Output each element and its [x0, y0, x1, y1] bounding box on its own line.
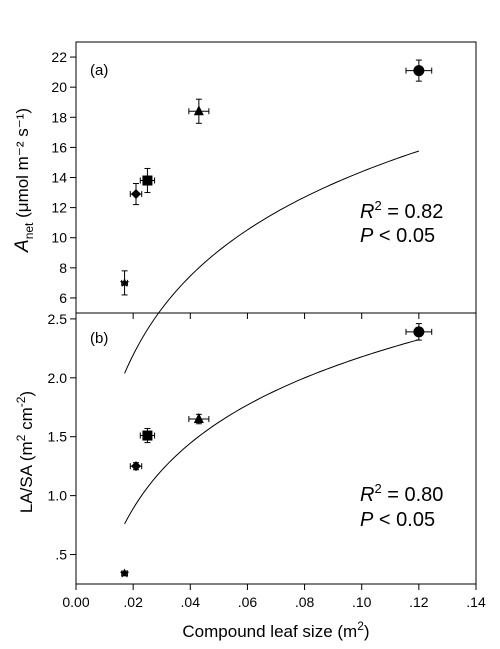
fit-layer: [124, 150, 420, 525]
square-marker: [142, 175, 153, 186]
points-layer: [119, 59, 433, 578]
diamond-marker: [131, 189, 141, 200]
panel-a-ytick-label: 18: [51, 109, 67, 125]
panel-b-ytick-label: .5: [55, 547, 67, 563]
x-tick-label: .06: [238, 594, 258, 610]
panel-b-r2: R2 = 0.80: [360, 481, 443, 506]
x-tick-label: .02: [123, 594, 143, 610]
panel-a-ytick-label: 22: [51, 49, 67, 65]
panel-b-ytick-label: 2.5: [48, 311, 68, 327]
panel-a-ytick-label: 16: [51, 139, 67, 155]
star-marker: [119, 277, 130, 287]
star-marker: [119, 568, 130, 578]
panel-b-point-diamond: [129, 461, 143, 472]
panel-a-point-triangle: [188, 98, 210, 124]
panel-b-ytick-label: 2.0: [48, 370, 68, 386]
panel-a-point-diamond: [129, 183, 143, 206]
x-tick-label: .08: [295, 594, 315, 610]
diamond-marker: [131, 461, 141, 472]
x-tick-label: 0.00: [62, 594, 89, 610]
x-tick-label: .14: [466, 594, 486, 610]
x-tick-label: .12: [409, 594, 429, 610]
panel-a-ytick-label: 6: [59, 290, 67, 306]
panel-a-ytick-label: 8: [59, 260, 67, 276]
panel-a-p: P < 0.05: [360, 225, 435, 247]
x-tick-label: .10: [352, 594, 372, 610]
panel-a-ytick-label: 20: [51, 79, 67, 95]
panel-b-label: (b): [90, 330, 108, 347]
panel-b-ytick-label: 1.0: [48, 488, 68, 504]
panel-b-frame: [75, 312, 477, 585]
triangle-marker: [193, 413, 204, 424]
x-tick-label: .04: [181, 594, 201, 610]
panel-a-fit-curve: [124, 150, 420, 374]
panel-b-ytick-label: 1.5: [48, 429, 68, 445]
panel-a-frame: [75, 41, 477, 314]
panel-a-label: (a): [90, 62, 108, 79]
panel-a-ylabel: Anet (μmol m⁻² s⁻¹): [12, 108, 36, 253]
square-marker: [142, 430, 153, 441]
panel-b-p: P < 0.05: [360, 509, 435, 531]
panel-b-point-circle: [405, 323, 433, 341]
panel-a-point-circle: [405, 59, 433, 82]
panel-a-ytick-label: 10: [51, 230, 67, 246]
panel-a-point-star: [119, 270, 130, 296]
panel-b-point-triangle: [188, 413, 210, 425]
circle-marker: [413, 65, 425, 77]
panel-b-point-star: [119, 568, 130, 578]
triangle-marker: [193, 105, 204, 116]
panel-a-ytick-label: 14: [51, 170, 67, 186]
circle-marker: [413, 326, 425, 338]
panel-b-fit-curve: [124, 339, 419, 525]
x-axis-title: Compound leaf size (m2): [182, 619, 369, 641]
panel-b-point-square: [139, 427, 156, 444]
tick-layer: 6 8 10 12 14 16 18 20 22 .5 1.0 1.5 2.0 2.5 0.00 .02 .04…: [48, 49, 486, 610]
panel-a-ytick-label: 12: [51, 200, 67, 216]
panel-a-point-square: [139, 167, 156, 194]
panel-b-ylabel: LA/SA (m2 cm-2): [14, 391, 36, 513]
panel-a-r2: R2 = 0.82: [360, 198, 443, 223]
